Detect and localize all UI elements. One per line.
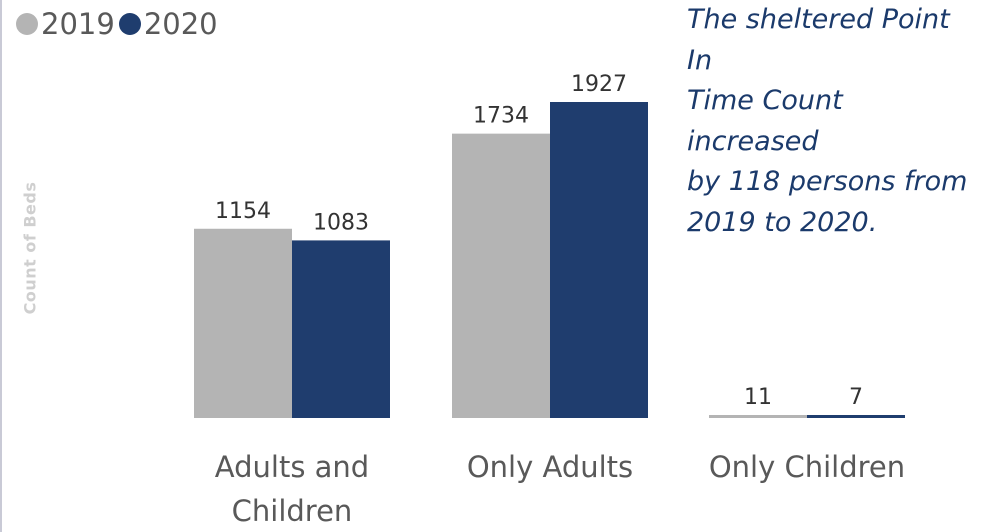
- annotation-line: The sheltered Point In: [687, 4, 950, 76]
- bar-2020-2[interactable]: [807, 415, 905, 418]
- bar-2019-2[interactable]: [709, 415, 807, 418]
- category-label: Only Children: [709, 450, 905, 484]
- chart-legend: 2019 2020: [16, 2, 222, 46]
- legend-marker-2019: [16, 13, 38, 35]
- data-label: 1154: [215, 199, 271, 224]
- category-label: Adults and: [215, 450, 369, 484]
- data-label: 7: [849, 385, 863, 410]
- annotation-line: 2019 to 2020.: [687, 206, 878, 238]
- left-border: [0, 0, 2, 532]
- data-label: 1734: [473, 104, 529, 129]
- category-label: Only Adults: [467, 450, 633, 484]
- bar-2019-0[interactable]: [194, 228, 292, 418]
- bar-2020-0[interactable]: [292, 240, 390, 418]
- legend-item-2019[interactable]: 2019: [16, 2, 115, 46]
- legend-label-2020: 2020: [143, 7, 218, 41]
- data-label: 1083: [313, 210, 369, 235]
- legend-label-2019: 2019: [41, 7, 115, 41]
- annotation-line: Time Count increased: [687, 85, 843, 157]
- category-label: Children: [232, 494, 353, 528]
- data-label: 11: [744, 385, 772, 410]
- bar-2020-1[interactable]: [550, 102, 648, 418]
- annotation-line: by 118 persons from: [687, 166, 968, 197]
- chart-annotation: The sheltered Point In Time Count increa…: [687, 0, 981, 243]
- legend-marker-2020: [118, 13, 141, 35]
- legend-item-2020[interactable]: 2020: [118, 2, 218, 46]
- bar-2019-1[interactable]: [452, 133, 550, 418]
- data-label: 1927: [571, 72, 627, 97]
